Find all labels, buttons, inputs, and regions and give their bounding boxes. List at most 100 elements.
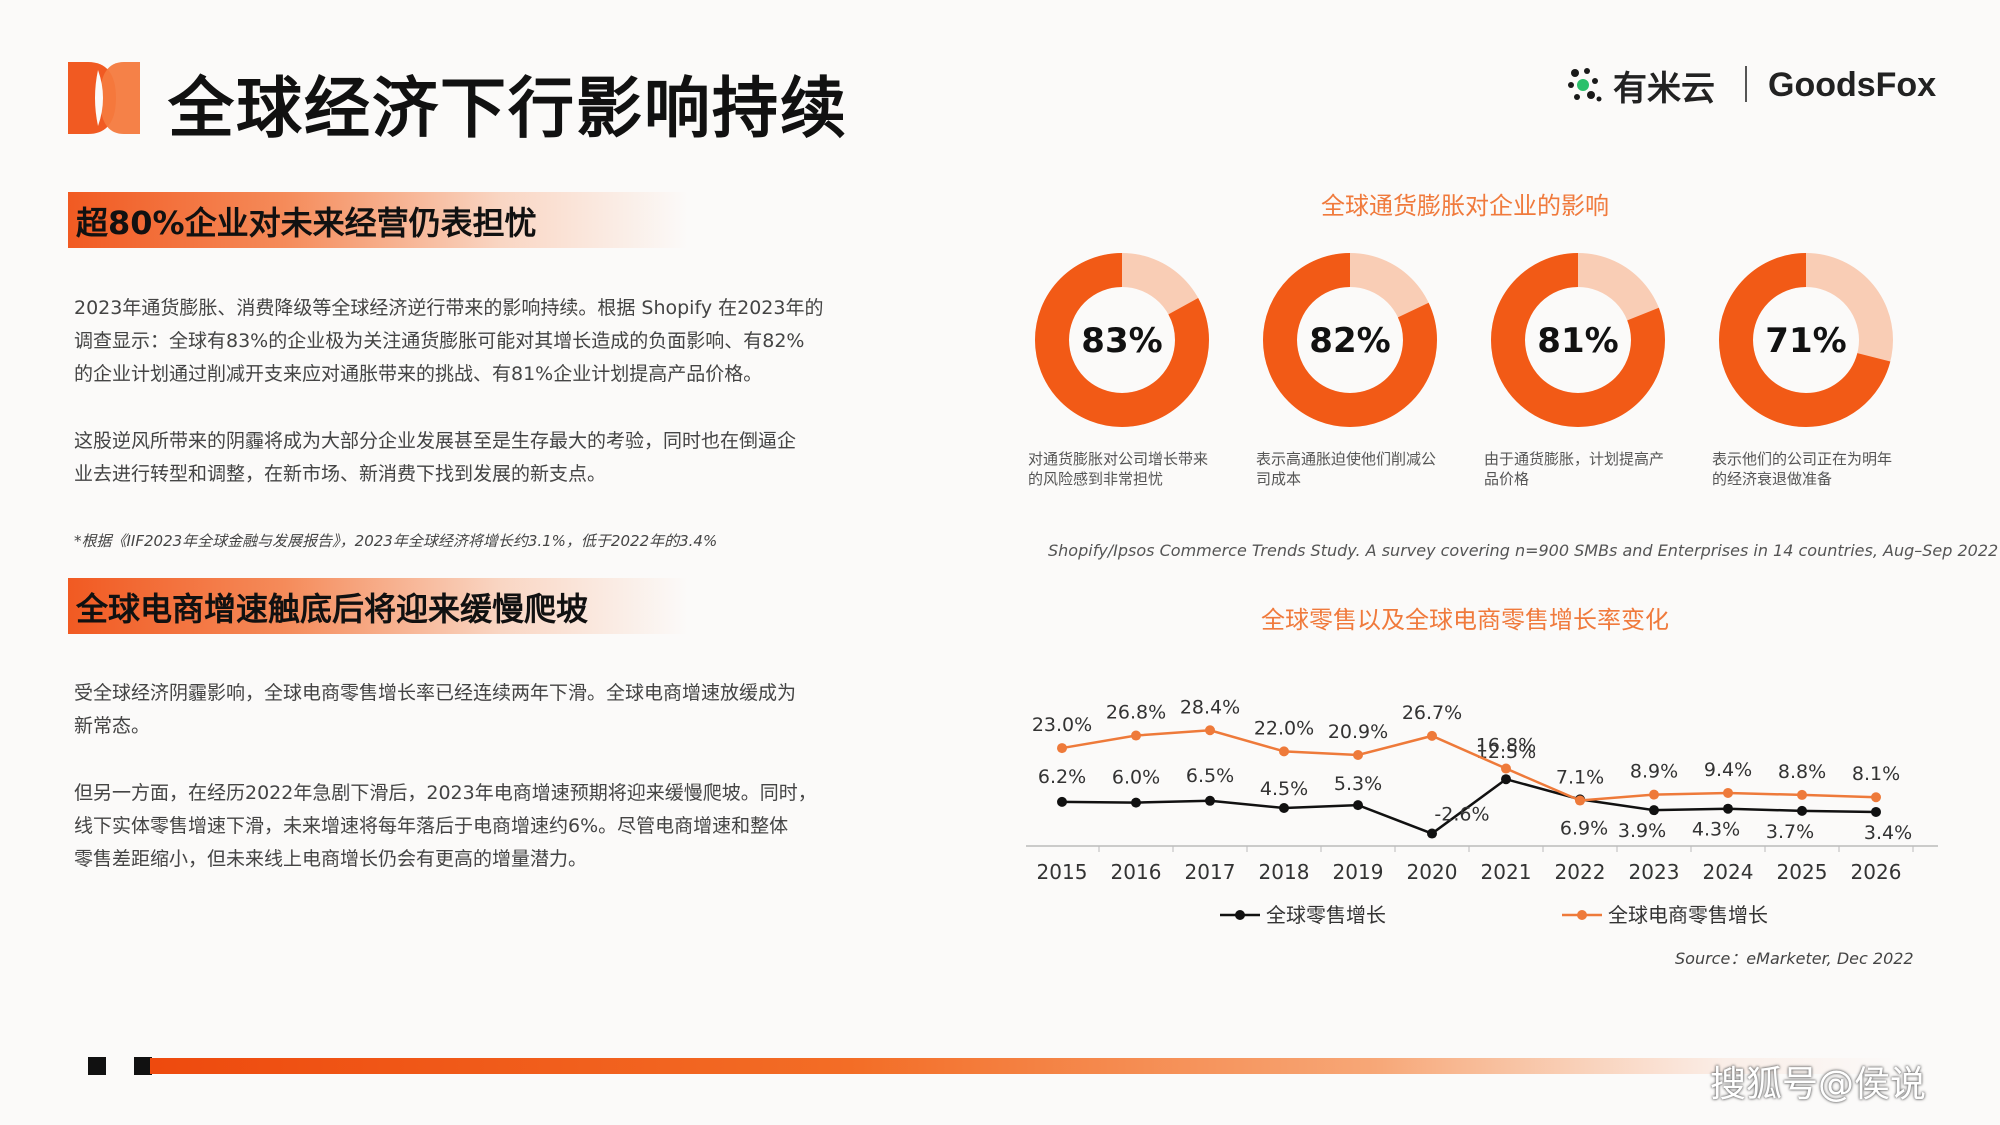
section1-title: 超80%企业对未来经营仍表担忧 bbox=[76, 204, 537, 242]
data-point bbox=[1131, 797, 1141, 808]
text-line: 2023年通货膨胀、消费降级等全球经济逆行带来的影响持续。根据 Shopify … bbox=[74, 297, 824, 319]
brand-divider bbox=[1745, 66, 1747, 102]
text-line: 线下实体零售增速下滑，未来增速将每年落后于电商增速约6%。尽管电商增速和整体 bbox=[74, 815, 789, 837]
brand-logo-icon bbox=[68, 62, 140, 134]
data-point bbox=[1501, 774, 1511, 785]
donut-source: Shopify/Ipsos Commerce Trends Study. A s… bbox=[1048, 541, 1999, 560]
data-label: 3.4% bbox=[1864, 822, 1912, 844]
data-point bbox=[1871, 806, 1881, 817]
donut-value-label: 81% bbox=[1537, 321, 1618, 361]
x-tick-label: 2017 bbox=[1185, 860, 1236, 884]
text-line: 但另一方面，在经历2022年急剧下滑后，2023年电商增速预期将迎来缓慢爬坡。同… bbox=[74, 782, 817, 804]
section1-header-bar bbox=[68, 192, 688, 248]
data-label: 12.5% bbox=[1476, 741, 1536, 763]
data-point bbox=[1057, 796, 1067, 807]
data-point bbox=[1353, 800, 1363, 811]
x-tick-label: 2025 bbox=[1777, 860, 1828, 884]
data-label: 8.9% bbox=[1630, 761, 1678, 783]
donut-caption-line: 司成本 bbox=[1256, 470, 1302, 488]
line-chart-title: 全球零售以及全球电商零售增长率变化 bbox=[1261, 606, 1669, 634]
data-label: 8.1% bbox=[1852, 763, 1900, 785]
data-point bbox=[1723, 787, 1733, 798]
section2-header-bar bbox=[68, 578, 688, 634]
donut-value-arc bbox=[1035, 253, 1209, 427]
text-line: 新常态。 bbox=[74, 715, 151, 737]
footer-square bbox=[88, 1057, 106, 1075]
footer-bar bbox=[150, 1058, 1900, 1074]
donut-caption-line: 的风险感到非常担忧 bbox=[1028, 470, 1164, 488]
data-point bbox=[1797, 805, 1807, 816]
donut-value-label: 82% bbox=[1309, 321, 1390, 361]
x-tick-label: 2020 bbox=[1407, 860, 1458, 884]
legend-label: 全球零售增长 bbox=[1266, 903, 1386, 927]
brand-youmi-text: 有米云 bbox=[1613, 68, 1715, 109]
x-tick-label: 2026 bbox=[1851, 860, 1902, 884]
series-line-2 bbox=[1061, 728, 1877, 802]
brand-youmi: 有米云 bbox=[1565, 60, 1715, 110]
data-point bbox=[1575, 795, 1585, 806]
data-point bbox=[1871, 792, 1881, 803]
data-label: 9.4% bbox=[1704, 759, 1752, 781]
data-point bbox=[1797, 789, 1807, 800]
x-tick-label: 2022 bbox=[1555, 860, 1606, 884]
data-label: 6.0% bbox=[1112, 767, 1160, 789]
data-label: 22.0% bbox=[1254, 717, 1314, 739]
series-line-1 bbox=[1061, 777, 1877, 835]
footer-square bbox=[134, 1057, 152, 1075]
data-label: 28.4% bbox=[1180, 696, 1240, 718]
donut-3: 81% bbox=[1491, 253, 1665, 427]
donut-value-arc bbox=[1719, 253, 1893, 427]
data-point bbox=[1649, 805, 1659, 816]
text-line: 业去进行转型和调整，在新市场、新消费下找到发展的新支点。 bbox=[74, 463, 607, 485]
line-chart: 2015 2016 2017 2018 2019 2020 2021 2022 2023 2024… bbox=[1026, 696, 1938, 927]
data-label: 4.3% bbox=[1692, 819, 1740, 841]
data-point bbox=[1427, 828, 1437, 839]
data-label: 16.8% bbox=[1476, 735, 1536, 757]
data-point bbox=[1427, 730, 1437, 741]
donut-4: 71% bbox=[1719, 253, 1893, 427]
data-label: 6.9% bbox=[1560, 817, 1608, 839]
x-tick-label: 2021 bbox=[1481, 860, 1532, 884]
page-title: 全球经济下行影响持续 bbox=[168, 70, 848, 147]
donut-caption-line: 表示高通胀迫使他们削减公 bbox=[1256, 450, 1437, 468]
donut-caption: 对通货膨胀对公司增长带来 的风险感到非常担忧 bbox=[1028, 449, 1238, 489]
data-point bbox=[1131, 730, 1141, 741]
data-point bbox=[1279, 746, 1289, 757]
x-tick-label: 2023 bbox=[1629, 860, 1680, 884]
line-chart-source: Source：eMarketer, Dec 2022 bbox=[1675, 949, 1914, 968]
legend-label: 全球电商零售增长 bbox=[1608, 903, 1768, 927]
data-label: 7.1% bbox=[1556, 767, 1604, 789]
section2-paragraph-2: 但另一方面，在经历2022年急剧下滑后，2023年电商增速预期将迎来缓慢爬坡。同… bbox=[74, 777, 874, 876]
text-line: 受全球经济阴霾影响，全球电商零售增长率已经连续两年下滑。全球电商增速放缓成为 bbox=[74, 682, 797, 704]
data-label: -2.6% bbox=[1434, 804, 1489, 826]
text-line: 这股逆风所带来的阴霾将成为大部分企业发展甚至是生存最大的考验，同时也在倒逼企 bbox=[74, 430, 797, 452]
data-point bbox=[1279, 803, 1289, 813]
x-tick-label: 2024 bbox=[1703, 860, 1754, 884]
text-line: 调查显示：全球有83%的企业极为关注通货膨胀可能对其增长造成的负面影响、有82% bbox=[74, 330, 805, 352]
data-label: 26.7% bbox=[1402, 702, 1462, 724]
data-label: 3.9% bbox=[1618, 820, 1666, 842]
donut-value-label: 83% bbox=[1081, 321, 1162, 361]
donut-caption-line: 品价格 bbox=[1484, 470, 1530, 488]
section2-paragraph-1: 受全球经济阴霾影响，全球电商零售增长率已经连续两年下滑。全球电商增速放缓成为 新… bbox=[74, 677, 874, 743]
donut-caption: 表示高通胀迫使他们削减公 司成本 bbox=[1256, 449, 1466, 489]
text-line: 的企业计划通过削减开支来应对通胀带来的挑战、有81%企业计划提高产品价格。 bbox=[74, 363, 763, 385]
donut-1: 83% bbox=[1035, 253, 1209, 427]
data-label: 5.3% bbox=[1334, 773, 1382, 795]
donut-2: 82% bbox=[1263, 253, 1437, 427]
data-label: 4.5% bbox=[1260, 778, 1308, 800]
donut-value-arc bbox=[1491, 253, 1665, 427]
data-point bbox=[1501, 763, 1511, 774]
data-label: 6.5% bbox=[1186, 765, 1234, 787]
data-point bbox=[1723, 803, 1733, 814]
data-label: 3.7% bbox=[1766, 821, 1814, 843]
data-point bbox=[1649, 789, 1659, 800]
x-tick-label: 2019 bbox=[1333, 860, 1384, 884]
youmi-logo-icon bbox=[1568, 68, 1602, 102]
watermark: 搜狐号@侯说 bbox=[1710, 1064, 1927, 1105]
donut-chart-title: 全球通货膨胀对企业的影响 bbox=[1321, 192, 1609, 220]
section1-paragraph-1: 2023年通货膨胀、消费降级等全球经济逆行带来的影响持续。根据 Shopify … bbox=[74, 292, 874, 391]
data-point bbox=[1353, 750, 1363, 760]
data-point bbox=[1057, 743, 1067, 754]
x-tick-label: 2015 bbox=[1037, 860, 1088, 884]
